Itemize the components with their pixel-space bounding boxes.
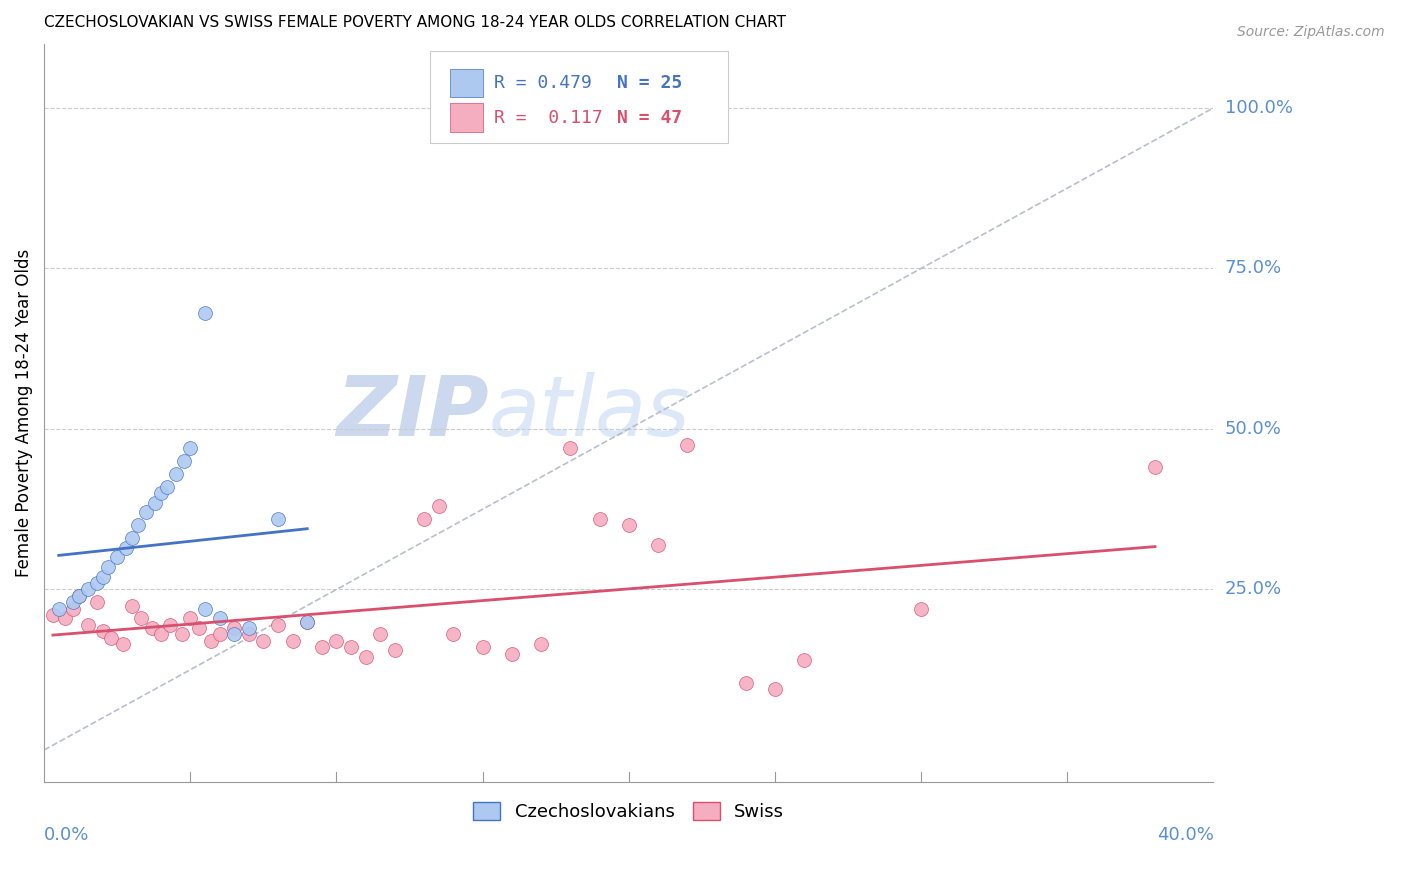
Point (647, 537, 669, 551)
Point (141, 621, 163, 635)
Point (763, 681, 786, 696)
Point (135, 505, 157, 519)
Point (471, 640, 494, 655)
Point (86, 595, 108, 609)
Text: N = 47: N = 47 (617, 109, 682, 127)
Point (208, 611, 231, 625)
Text: R = 0.479: R = 0.479 (495, 74, 592, 92)
Point (413, 512, 436, 526)
Text: 40.0%: 40.0% (1157, 826, 1213, 845)
Point (112, 637, 135, 651)
Point (67, 589, 90, 603)
Point (53, 611, 76, 625)
Point (77, 582, 100, 597)
Point (188, 621, 211, 635)
Point (252, 633, 274, 648)
Point (734, 675, 756, 690)
FancyBboxPatch shape (450, 69, 482, 97)
Point (62, 595, 84, 609)
Point (194, 601, 217, 615)
Text: N = 25: N = 25 (617, 74, 682, 92)
Point (427, 499, 450, 513)
Text: 75.0%: 75.0% (1225, 260, 1282, 277)
Point (165, 467, 187, 481)
Text: atlas: atlas (488, 372, 690, 453)
Point (354, 649, 377, 664)
Point (115, 541, 138, 555)
Point (170, 627, 193, 641)
Point (127, 518, 149, 533)
Point (368, 627, 391, 641)
Point (86, 576, 108, 591)
Point (42, 608, 65, 623)
Point (384, 643, 406, 657)
Point (224, 621, 246, 635)
Point (100, 631, 122, 645)
FancyBboxPatch shape (450, 103, 482, 131)
Text: 50.0%: 50.0% (1225, 420, 1281, 438)
Text: R =  0.117: R = 0.117 (495, 109, 603, 127)
Point (560, 441, 582, 455)
Y-axis label: Female Poverty Among 18-24 Year Olds: Female Poverty Among 18-24 Year Olds (15, 249, 32, 577)
Point (200, 633, 222, 648)
Point (910, 601, 932, 615)
Point (194, 306, 217, 320)
Text: 25.0%: 25.0% (1225, 581, 1282, 599)
Point (501, 647, 523, 661)
Point (129, 611, 152, 625)
Point (617, 518, 640, 533)
Point (267, 512, 290, 526)
Text: Source: ZipAtlas.com: Source: ZipAtlas.com (1237, 25, 1385, 39)
FancyBboxPatch shape (430, 51, 728, 144)
Point (441, 627, 464, 641)
Point (62, 601, 84, 615)
Point (105, 550, 128, 565)
Point (297, 615, 319, 629)
Point (67, 589, 90, 603)
Point (238, 627, 260, 641)
Point (77, 617, 100, 632)
Text: CZECHOSLOVAKIAN VS SWISS FEMALE POVERTY AMONG 18-24 YEAR OLDS CORRELATION CHART: CZECHOSLOVAKIAN VS SWISS FEMALE POVERTY … (44, 15, 786, 30)
Point (150, 627, 173, 641)
Point (91, 569, 114, 583)
Text: ZIP: ZIP (336, 372, 488, 453)
Text: 0.0%: 0.0% (44, 826, 90, 845)
Point (267, 617, 290, 632)
Point (281, 633, 304, 648)
Point (1143, 460, 1166, 475)
Point (297, 615, 319, 629)
Point (150, 486, 173, 500)
Point (97, 560, 120, 574)
Point (173, 454, 195, 468)
Point (238, 621, 260, 635)
Point (156, 480, 179, 494)
Point (48, 601, 70, 615)
Point (311, 640, 333, 655)
Point (143, 496, 166, 510)
Point (676, 438, 699, 452)
Point (340, 640, 363, 655)
Point (325, 633, 347, 648)
Point (121, 531, 143, 545)
Point (224, 627, 246, 641)
Point (179, 441, 201, 455)
Point (208, 627, 231, 641)
Point (121, 599, 143, 613)
Point (159, 617, 181, 632)
Point (793, 653, 815, 667)
Point (91, 624, 114, 639)
Point (530, 637, 553, 651)
Legend: Czechoslovakians, Swiss: Czechoslovakians, Swiss (465, 795, 792, 829)
Point (179, 611, 201, 625)
Point (588, 512, 610, 526)
Text: 100.0%: 100.0% (1225, 99, 1292, 117)
